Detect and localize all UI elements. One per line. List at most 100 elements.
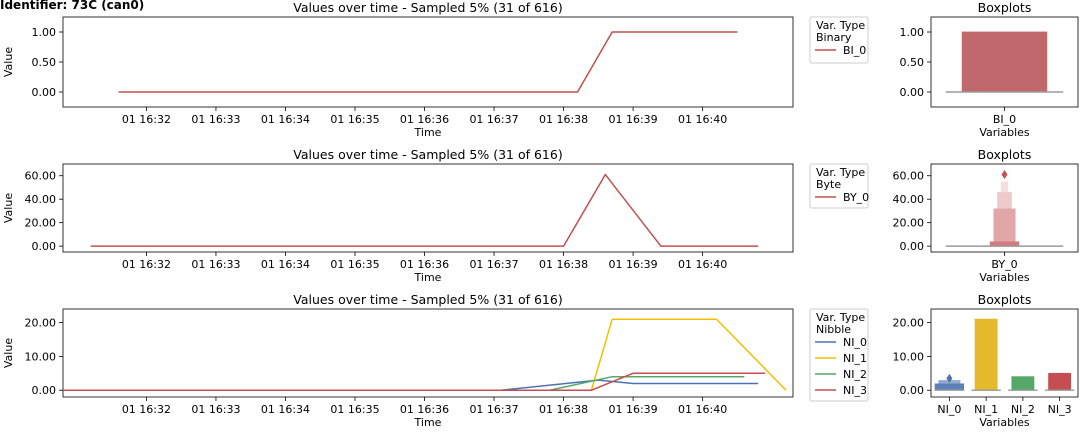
x-tick-label: 01 16:38: [539, 403, 588, 416]
box-BY_0: [997, 192, 1012, 209]
y-tick-label: 20.00: [25, 217, 57, 230]
x-axis-label: Time: [414, 126, 442, 139]
boxplot-title: Boxplots: [978, 292, 1032, 307]
x-tick-label: 01 16:36: [400, 113, 449, 126]
series-line-NI_3: [63, 372, 766, 391]
y-tick-label: 0.50: [900, 56, 925, 69]
x-tick-label: 01 16:32: [122, 258, 171, 271]
x-tick-label: 01 16:36: [400, 403, 449, 416]
x-axis-label: Variables: [979, 126, 1030, 139]
box-NI_3: [1048, 372, 1072, 391]
legend-title: Var. Type: [816, 166, 865, 179]
box-NI_0: [934, 383, 965, 391]
x-tick-label: 01 16:40: [678, 258, 727, 271]
x-tick-label: 01 16:32: [122, 113, 171, 126]
chart-title: Values over time - Sampled 5% (31 of 616…: [293, 147, 562, 162]
legend-label-BI_0: BI_0: [843, 44, 866, 57]
legend-box: [809, 16, 869, 64]
y-tick-label: 0.00: [900, 384, 925, 397]
y-tick-label: 10.00: [25, 350, 57, 363]
y-tick-label: 0.00: [900, 86, 925, 99]
plot-frame: [62, 16, 794, 108]
y-tick-label: 0.00: [32, 86, 57, 99]
boxplot-title: Boxplots: [978, 0, 1032, 15]
plot-frame: [930, 308, 1079, 398]
y-axis-label: Value: [2, 47, 15, 77]
box-NI_1: [974, 318, 998, 391]
x-axis-label: Variables: [979, 416, 1030, 429]
y-tick-label: 0.50: [32, 56, 57, 69]
x-tick-label: NI_0: [937, 403, 961, 416]
x-axis-label: Time: [414, 416, 442, 429]
x-axis-label: Time: [414, 271, 442, 284]
x-tick-label: 01 16:39: [608, 258, 657, 271]
y-tick-label: 20.00: [893, 217, 925, 230]
x-tick-label: 01 16:36: [400, 258, 449, 271]
y-tick-label: 40.00: [25, 193, 57, 206]
box-BY_0: [993, 208, 1016, 242]
y-tick-label: 40.00: [893, 193, 925, 206]
x-tick-label: 01 16:37: [469, 113, 518, 126]
legend-label-NI_2: NI_2: [843, 368, 867, 381]
y-tick-label: 20.00: [893, 317, 925, 330]
y-tick-label: 0.00: [32, 384, 57, 397]
series-line-BI_0: [118, 31, 738, 93]
x-tick-label: 01 16:33: [191, 258, 240, 271]
outlier-marker-NI_0: [946, 373, 953, 383]
series-line-NI_0: [63, 379, 759, 391]
outlier-marker-BY_0: [1001, 170, 1008, 180]
legend-title: Var. Type: [816, 311, 865, 324]
y-tick-label: 1.00: [32, 26, 57, 39]
x-tick-label: 01 16:40: [678, 403, 727, 416]
legend-subtitle: Binary: [816, 31, 852, 44]
series-line-BY_0: [90, 173, 759, 247]
x-tick-label: NI_3: [1048, 403, 1072, 416]
legend-label-NI_3: NI_3: [843, 384, 867, 397]
x-tick-label: 01 16:38: [539, 258, 588, 271]
x-tick-label: 01 16:32: [122, 403, 171, 416]
legend-label-NI_0: NI_0: [843, 336, 867, 349]
x-tick-label: 01 16:38: [539, 113, 588, 126]
page-title: Identifier: 73C (can0): [0, 0, 145, 12]
x-tick-label: 01 16:40: [678, 113, 727, 126]
x-tick-label: 01 16:39: [608, 113, 657, 126]
legend-label-NI_1: NI_1: [843, 352, 867, 365]
y-tick-label: 20.00: [25, 317, 57, 330]
x-tick-label: BI_0: [993, 113, 1016, 126]
series-line-NI_1: [63, 318, 787, 391]
legend-subtitle: Nibble: [816, 323, 851, 336]
y-tick-label: 0.00: [32, 240, 57, 253]
x-tick-label: 01 16:34: [261, 113, 310, 126]
x-tick-label: NI_2: [1011, 403, 1035, 416]
chart-title: Values over time - Sampled 5% (31 of 616…: [293, 292, 562, 307]
x-tick-label: 01 16:39: [608, 403, 657, 416]
x-tick-label: 01 16:33: [191, 403, 240, 416]
x-tick-label: 01 16:34: [261, 403, 310, 416]
legend-subtitle: Byte: [816, 178, 841, 191]
legend-title: Var. Type: [816, 19, 865, 32]
x-axis-label: Variables: [979, 271, 1030, 284]
legend-label-BY_0: BY_0: [843, 191, 869, 204]
x-tick-label: NI_1: [974, 403, 998, 416]
x-tick-label: 01 16:37: [469, 403, 518, 416]
chart-title: Values over time - Sampled 5% (31 of 616…: [293, 0, 562, 15]
y-axis-label: Value: [2, 338, 15, 368]
y-tick-label: 1.00: [900, 26, 925, 39]
box-BI_0: [961, 31, 1048, 93]
y-tick-label: 0.00: [900, 240, 925, 253]
x-tick-label: 01 16:37: [469, 258, 518, 271]
y-axis-label: Value: [2, 193, 15, 223]
boxplot-title: Boxplots: [978, 147, 1032, 162]
x-tick-label: 01 16:34: [261, 258, 310, 271]
plot-frame: [62, 308, 794, 398]
x-tick-label: 01 16:35: [330, 403, 379, 416]
x-tick-label: 01 16:35: [330, 113, 379, 126]
y-tick-label: 10.00: [893, 350, 925, 363]
box-NI_2: [1011, 376, 1035, 391]
plot-frame: [62, 163, 794, 253]
y-tick-label: 60.00: [25, 170, 57, 183]
box-BY_0: [989, 241, 1020, 247]
box-BY_0: [1000, 181, 1009, 193]
x-tick-label: 01 16:33: [191, 113, 240, 126]
